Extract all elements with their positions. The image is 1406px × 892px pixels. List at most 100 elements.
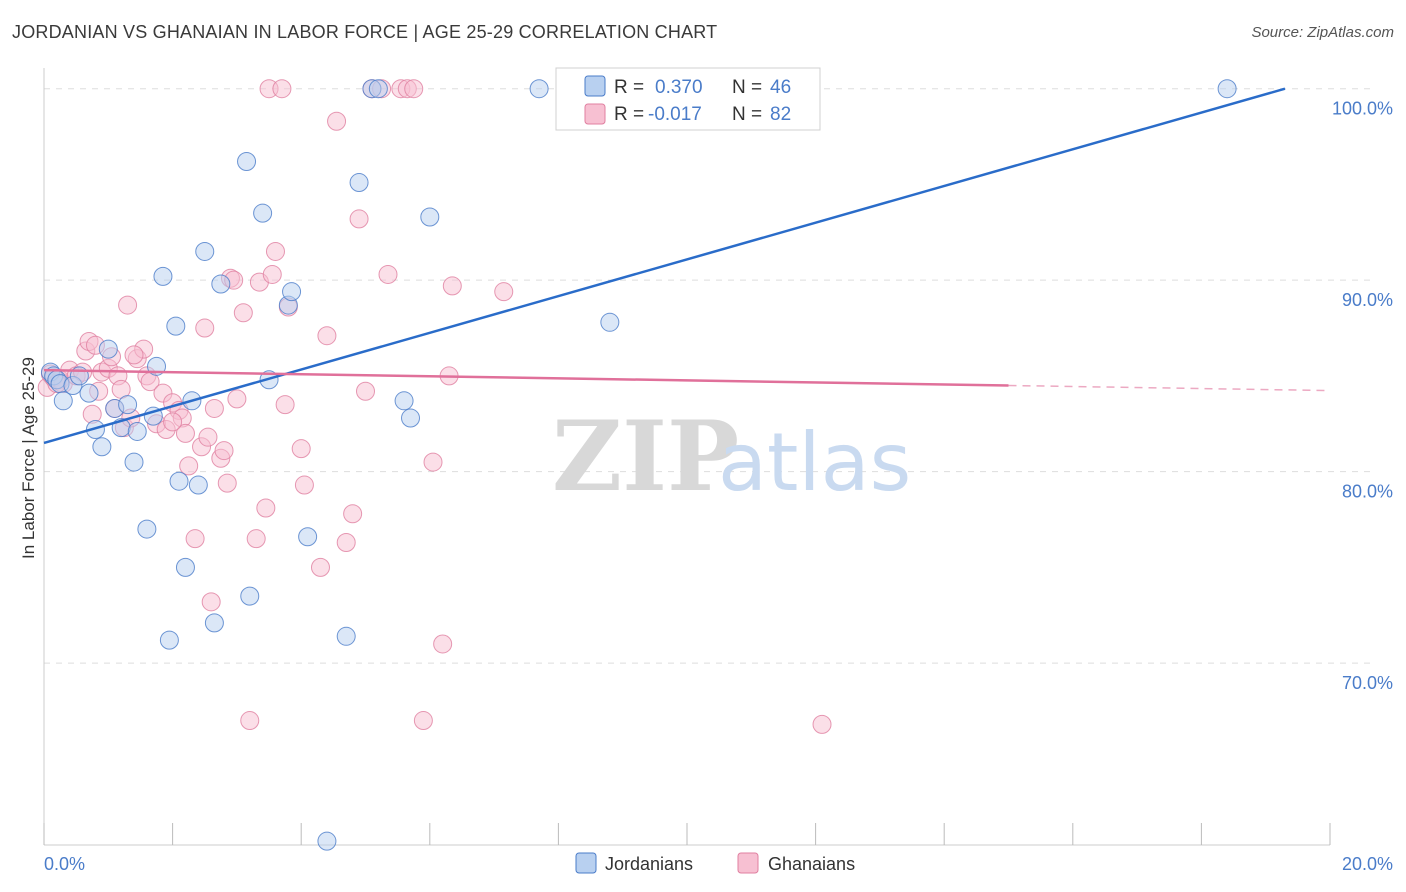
- ghanaian-point: [240, 711, 260, 731]
- ghanaian-point: [227, 389, 247, 409]
- jordanian-point: [137, 519, 157, 539]
- jordanian-point: [127, 421, 147, 441]
- jordanian-point: [336, 626, 356, 646]
- jordanian-point: [204, 613, 224, 633]
- ghanaian-point: [317, 326, 337, 346]
- series-legend: Jordanians Ghanaians: [575, 852, 855, 874]
- jordanian-point: [118, 395, 138, 415]
- ghanaian-point: [185, 529, 205, 549]
- legend-r-value-1: 0.370: [655, 77, 703, 98]
- legend-r-value-2: -0.017: [648, 104, 702, 125]
- jordanian-point: [195, 241, 215, 261]
- ghanaian-point: [124, 345, 144, 365]
- ghanaian-point: [349, 209, 369, 229]
- source-credit: Source: ZipAtlas.com: [1251, 24, 1394, 41]
- jordanian-point: [166, 316, 186, 336]
- bottom-legend-ghanaians: Ghanaians: [768, 854, 855, 874]
- ghanaian-point: [272, 79, 292, 99]
- ghanaian-point: [275, 395, 295, 415]
- ghanaian-point: [233, 303, 253, 323]
- y-tick-label: 90.0%: [1342, 290, 1393, 310]
- jordanian-point: [529, 79, 549, 99]
- watermark-zip: ZIP: [552, 400, 739, 513]
- legend-swatch-blue: [584, 75, 606, 97]
- ghanaian-point: [179, 456, 199, 476]
- ghanaian-point: [175, 423, 195, 443]
- jordanian-point: [98, 339, 118, 359]
- legend-n-label-2: N =: [732, 104, 762, 125]
- jordanian-point: [175, 557, 195, 577]
- ghanaian-trend-extension: [1008, 384, 1331, 392]
- legend-n-value-2: 82: [770, 104, 791, 125]
- y-tick-label: 100.0%: [1332, 99, 1393, 119]
- jordanian-point: [420, 207, 440, 227]
- ghanaian-point: [291, 439, 311, 459]
- legend-n-label-1: N =: [732, 77, 762, 98]
- ghanaian-point: [336, 532, 356, 552]
- ghanaian-point: [404, 79, 424, 99]
- ghanaian-point: [413, 711, 433, 731]
- jordanian-point: [53, 391, 73, 411]
- ghanaian-point: [198, 427, 218, 447]
- watermark: ZIP atlas: [552, 400, 911, 513]
- jordanian-point: [79, 383, 99, 403]
- legend-r-label-2: R =: [614, 104, 644, 125]
- bottom-legend-swatch-jordanians: [575, 852, 597, 874]
- ghanaian-point: [378, 264, 398, 284]
- jordanian-point: [240, 586, 260, 606]
- jordanian-point: [92, 437, 112, 457]
- watermark-atlas: atlas: [718, 416, 911, 509]
- jordanian-point: [153, 266, 173, 286]
- jordanian-point: [211, 274, 231, 294]
- ghanaian-point: [812, 714, 832, 734]
- ghanaian-point: [195, 318, 215, 338]
- jordanian-point: [317, 831, 337, 851]
- jordanian-point: [169, 471, 189, 491]
- ghanaian-point: [423, 452, 443, 472]
- y-axis-label: In Labor Force | Age 25-29: [19, 357, 38, 559]
- jordanian-point: [1217, 79, 1237, 99]
- ghanaians-points: [37, 79, 832, 734]
- chart-title: JORDANIAN VS GHANAIAN IN LABOR FORCE | A…: [12, 22, 718, 42]
- jordanian-point: [600, 312, 620, 332]
- legend-n-value-1: 46: [770, 77, 791, 98]
- ghanaian-point: [214, 441, 234, 461]
- ghanaian-point: [246, 529, 266, 549]
- axes: [43, 68, 1331, 846]
- gridlines: [44, 88, 1370, 664]
- correlation-legend: R = 0.370 N = 46 R = -0.017 N = 82: [555, 67, 821, 131]
- ghanaian-trend-line: [43, 368, 1009, 387]
- ghanaian-point: [201, 592, 221, 612]
- ghanaian-point: [494, 282, 514, 302]
- ghanaian-point: [82, 404, 102, 424]
- ghanaian-point: [217, 473, 237, 493]
- jordanian-point: [253, 203, 273, 223]
- jordanian-point: [349, 173, 369, 193]
- y-tick-label: 80.0%: [1342, 482, 1393, 502]
- ghanaian-point: [204, 398, 224, 418]
- jordanian-point: [237, 151, 257, 171]
- x-tick-label: 0.0%: [44, 854, 85, 874]
- ghanaian-point: [265, 241, 285, 261]
- jordanian-point: [401, 408, 421, 428]
- bottom-legend-jordanians: Jordanians: [605, 854, 693, 874]
- ghanaian-point: [310, 557, 330, 577]
- ghanaian-point: [327, 111, 347, 131]
- legend-swatch-pink: [584, 103, 606, 125]
- ghanaian-point: [343, 504, 363, 524]
- regression-lines: [43, 87, 1331, 445]
- ghanaian-point: [163, 412, 183, 432]
- jordanian-point: [282, 282, 302, 302]
- jordanian-point: [159, 630, 179, 650]
- jordanian-point: [298, 527, 318, 547]
- legend-r-label-1: R =: [614, 77, 644, 98]
- jordanian-point: [368, 79, 388, 99]
- ghanaian-point: [294, 475, 314, 495]
- jordanian-point: [188, 475, 208, 495]
- y-tick-label: 70.0%: [1342, 673, 1393, 693]
- y-tick-labels: 100.0% 90.0% 80.0% 70.0%: [1332, 99, 1393, 693]
- ghanaian-point: [262, 264, 282, 284]
- jordanian-point: [124, 452, 144, 472]
- ghanaian-point: [442, 276, 462, 296]
- jordanian-point: [394, 391, 414, 411]
